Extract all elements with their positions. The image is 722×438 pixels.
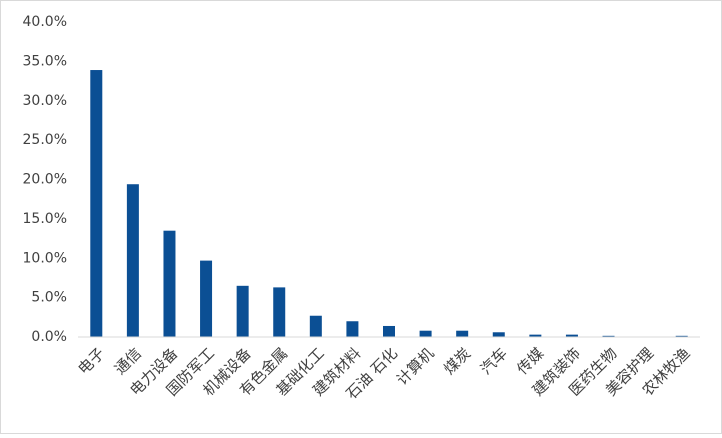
bar xyxy=(456,330,469,337)
bar xyxy=(90,70,103,337)
bar xyxy=(346,321,359,337)
bar xyxy=(383,325,395,337)
y-tick-label: 30.0% xyxy=(23,93,67,109)
bar xyxy=(492,332,505,337)
y-tick-label: 5.0% xyxy=(31,290,67,306)
bar xyxy=(163,230,176,337)
bar xyxy=(419,330,432,337)
bar xyxy=(126,184,139,337)
y-tick-label: 35.0% xyxy=(23,53,67,69)
y-tick-label: 15.0% xyxy=(23,211,67,227)
y-tick-label: 0.0% xyxy=(31,329,67,345)
y-tick-label: 10.0% xyxy=(23,250,67,266)
y-tick-label: 20.0% xyxy=(23,172,67,188)
y-tick-label: 25.0% xyxy=(23,132,67,148)
bar xyxy=(675,335,688,337)
bar xyxy=(565,334,578,337)
y-tick-label: 40.0% xyxy=(23,14,67,30)
bar xyxy=(309,315,322,337)
bar xyxy=(529,334,542,337)
bar xyxy=(236,285,249,337)
bar xyxy=(200,260,213,337)
bar xyxy=(273,287,286,337)
bar xyxy=(602,335,615,337)
